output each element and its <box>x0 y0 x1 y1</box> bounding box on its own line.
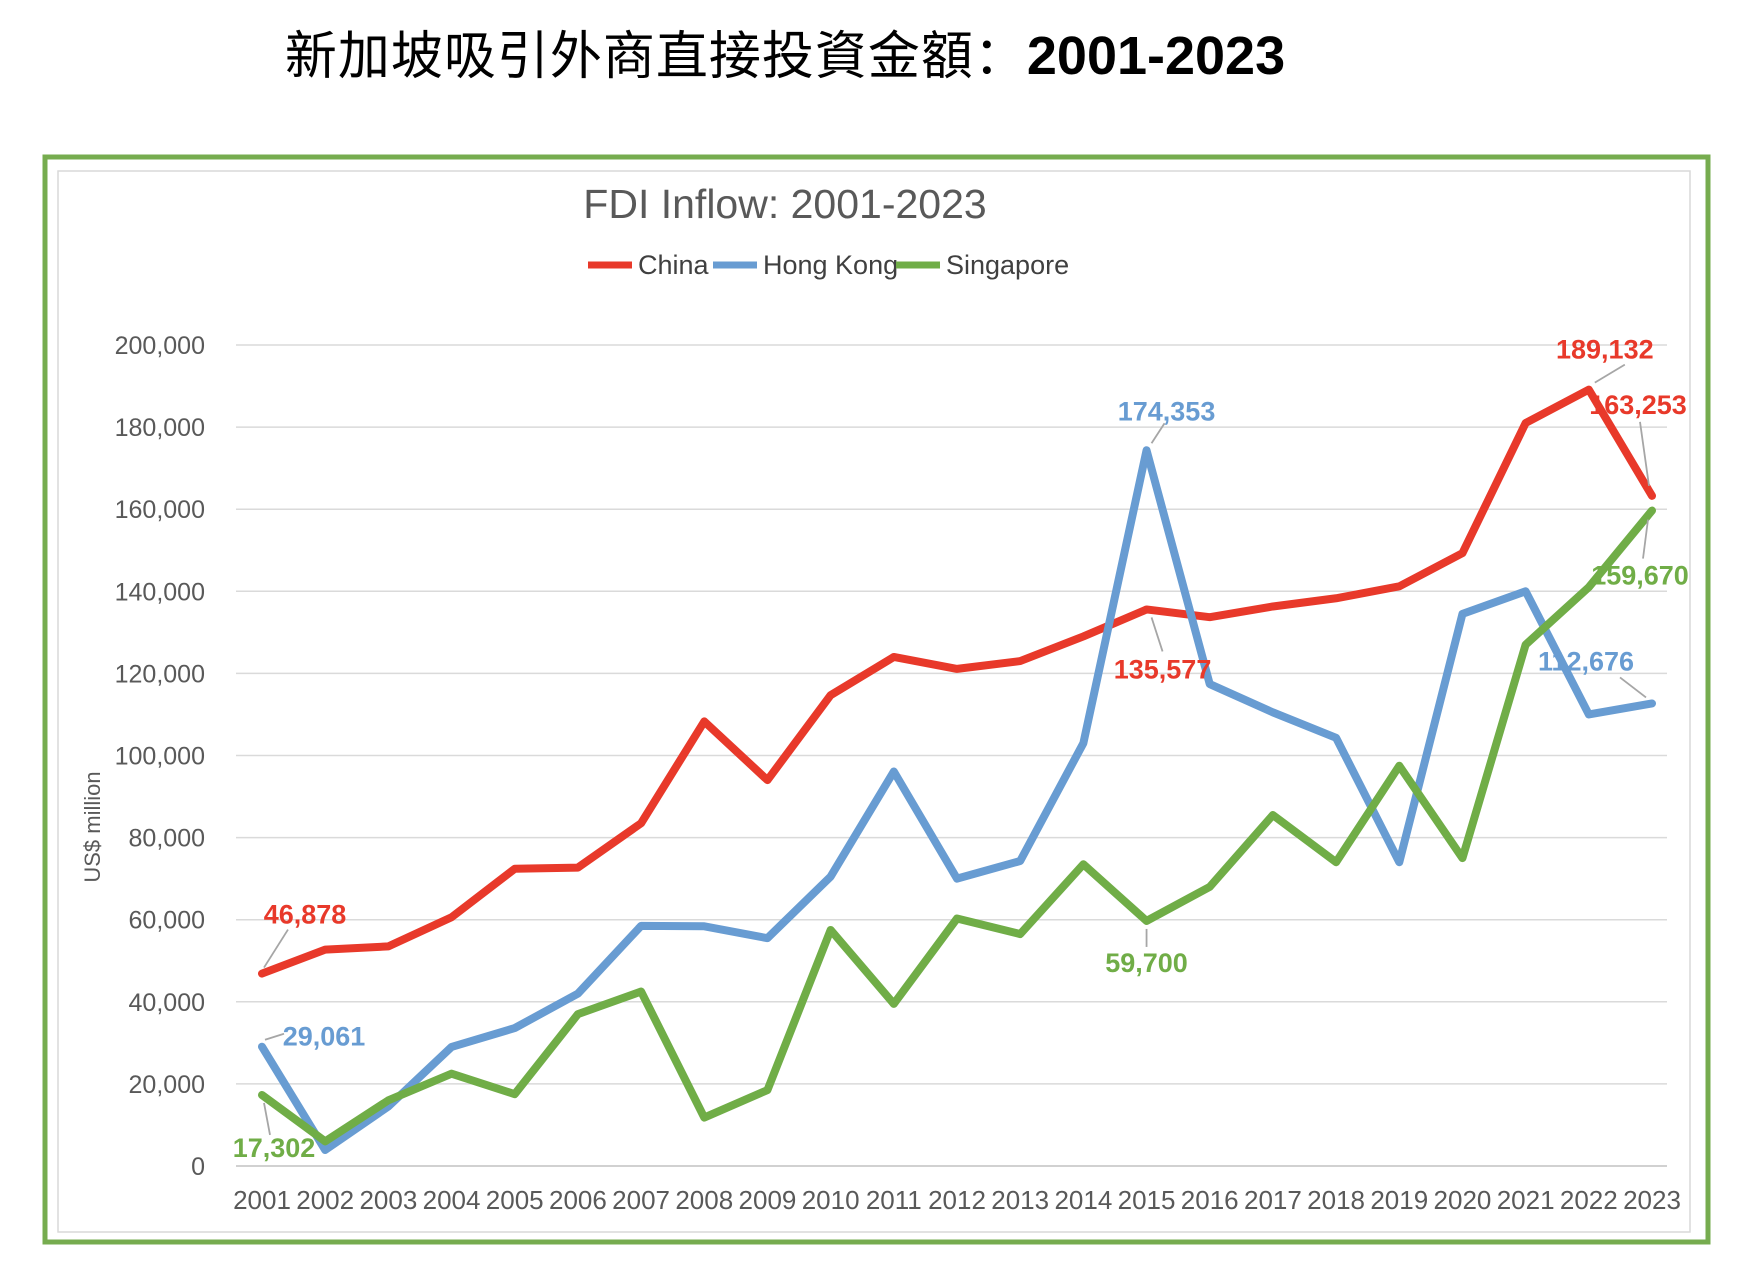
x-tick-label: 2022 <box>1560 1185 1618 1215</box>
annotations: 46,878 29,061 17,302 135,577 174,353 59,700 18… <box>233 335 1689 1163</box>
legend-label-china: China <box>638 250 710 280</box>
y-tick-label: 200,000 <box>115 332 205 360</box>
y-tick-label: 80,000 <box>129 825 205 853</box>
series-line-hong-kong <box>258 446 1656 1154</box>
x-tick-label: 2004 <box>423 1185 481 1215</box>
chart-title: FDI Inflow: 2001-2023 <box>583 181 986 227</box>
legend: China Hong Kong Singapore <box>588 250 1069 280</box>
x-tick-label: 2023 <box>1623 1185 1681 1215</box>
page-title-cjk: 新加坡吸引外商直接投資金額： <box>284 27 1027 87</box>
x-tick-label: 2013 <box>991 1185 1049 1215</box>
x-tick-label: 2016 <box>1181 1185 1239 1215</box>
annotation-leader <box>263 929 289 969</box>
y-axis-labels: 0 20,000 40,000 60,000 80,000 100,000 120,000 1… <box>115 332 205 1181</box>
x-tick-label: 2009 <box>739 1185 797 1215</box>
gridlines <box>236 344 1667 1167</box>
series-lines <box>258 385 1656 1154</box>
x-tick-label: 2001 <box>233 1185 291 1215</box>
y-axis-title: US$ million <box>80 771 105 882</box>
annotation-label-112676: 112,676 <box>1538 646 1634 676</box>
annotation-leader <box>1639 421 1650 486</box>
annotation-label-59700: 59,700 <box>1105 948 1188 978</box>
annotation-leader <box>1594 363 1626 384</box>
y-tick-label: 60,000 <box>129 907 205 935</box>
chart-inner-border <box>57 170 1691 1233</box>
x-tick-label: 2018 <box>1307 1185 1365 1215</box>
annotation-label-29061: 29,061 <box>283 1022 366 1052</box>
annotation-label-135577: 135,577 <box>1114 654 1212 684</box>
chart-border <box>42 154 1711 1245</box>
annotation-leader <box>1642 519 1649 559</box>
x-tick-label: 2003 <box>359 1185 417 1215</box>
x-tick-label: 2011 <box>866 1185 922 1215</box>
series-line-singapore <box>258 506 1656 1146</box>
x-tick-label: 2020 <box>1434 1185 1492 1215</box>
annotation-label-46878: 46,878 <box>264 900 347 930</box>
page-title: 新加坡吸引外商直接投資金額：2001-2023 <box>0 14 1570 89</box>
annotation-label-174353: 174,353 <box>1118 396 1216 426</box>
page-title-range: 2001-2023 <box>1026 26 1286 86</box>
y-tick-label: 160,000 <box>115 496 205 524</box>
x-axis-labels: 2001 2002 2003 2004 2005 2006 2007 2008 2009 2010… <box>233 1185 1681 1215</box>
y-tick-label: 20,000 <box>129 1071 205 1099</box>
x-tick-label: 2010 <box>802 1185 860 1215</box>
annotation-label-189132: 189,132 <box>1556 335 1654 365</box>
annotation-label-163253: 163,253 <box>1589 390 1687 420</box>
y-tick-label: 120,000 <box>115 660 205 688</box>
annotation-label-17302: 17,302 <box>233 1133 316 1163</box>
legend-label-singapore: Singapore <box>946 250 1069 280</box>
annotation-leader <box>263 1102 271 1136</box>
x-tick-label: 2012 <box>928 1185 986 1215</box>
annotation-leader <box>1619 676 1647 699</box>
x-tick-label: 2014 <box>1054 1185 1112 1215</box>
y-tick-label: 40,000 <box>129 989 205 1017</box>
y-tick-label: 180,000 <box>115 414 205 442</box>
annotation-label-159670: 159,670 <box>1591 561 1689 591</box>
x-tick-label: 2005 <box>486 1185 544 1215</box>
annotation-leader <box>264 1032 285 1041</box>
x-tick-label: 2007 <box>612 1185 670 1215</box>
y-tick-label: 0 <box>191 1153 205 1181</box>
x-tick-label: 2015 <box>1118 1185 1176 1215</box>
x-tick-label: 2008 <box>675 1185 733 1215</box>
annotation-leader <box>1150 617 1164 652</box>
y-tick-label: 100,000 <box>115 743 205 771</box>
annotation-leader <box>1150 422 1166 444</box>
x-tick-label: 2021 <box>1497 1185 1555 1215</box>
x-tick-label: 2002 <box>296 1185 354 1215</box>
x-tick-label: 2019 <box>1370 1185 1428 1215</box>
y-tick-label: 140,000 <box>115 578 205 606</box>
series-line-china <box>258 385 1656 978</box>
x-tick-label: 2006 <box>549 1185 607 1215</box>
legend-label-hong-kong: Hong Kong <box>763 250 898 280</box>
x-tick-label: 2017 <box>1244 1185 1302 1215</box>
